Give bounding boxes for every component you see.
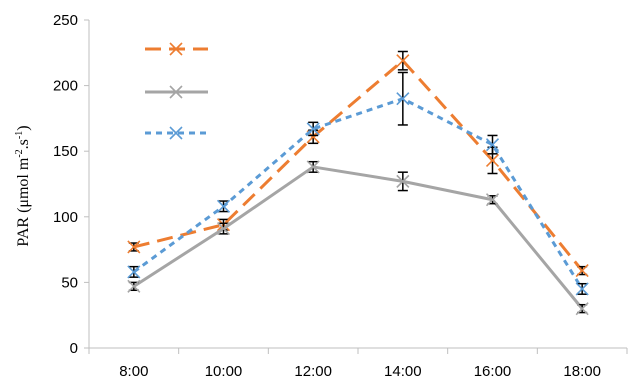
x-tick-label: 10:00 [205,363,243,379]
series-2-point [216,222,231,236]
series-3-point [127,265,141,279]
y-tick-label: 200 [53,78,78,95]
y-axis: 0 50 100 150 200 250 [53,12,90,357]
x-tick-label: 8:00 [119,363,148,379]
x-axis: 8:00 10:00 12:00 14:00 16:00 18:00 [88,347,628,379]
series-1-line [133,59,584,272]
legend-entry-2 [145,85,208,99]
series-1-point [396,54,410,68]
legend-entry-3 [145,126,208,140]
series-2 [127,160,589,316]
y-tick-label: 250 [53,12,78,29]
legend-swatch-marker [169,85,183,99]
x-tick-label: 12:00 [294,363,332,379]
legend-entry-1 [145,42,208,56]
y-tick-label: 0 [70,340,78,357]
series-3-point [575,282,589,296]
series-3-point [216,199,231,213]
series-1 [127,50,589,278]
x-tick-label: 18:00 [563,363,601,379]
y-tick-label: 50 [61,274,78,291]
y-tick-label: 100 [53,209,78,226]
series-2-line [133,165,584,310]
series-2-point [127,279,141,293]
series-2-point [306,160,320,174]
y-axis-title: PAR (μmol m-2.s-1) [14,125,32,246]
series-1-point [575,264,589,278]
series-1-point [127,240,141,254]
legend-swatch-marker [169,126,183,140]
series-2-point [396,174,410,188]
legend [145,42,208,140]
series-3-line [132,97,584,290]
series-3-point [485,138,500,152]
series-1-point [485,153,500,167]
series-3-point [396,92,410,106]
series-3-point [306,122,320,136]
series-layer [127,50,589,316]
x-tick-label: 16:00 [474,363,512,379]
series-2-point [575,302,589,316]
y-axis-title-exp2: -1 [14,131,25,139]
y-axis-title-exp1: -2 [14,149,25,157]
y-axis-title-mid: .s [15,139,32,149]
legend-swatch-marker [169,42,183,56]
series-2-point [485,193,500,207]
x-tick-label: 14:00 [384,363,422,379]
y-axis-title-prefix: PAR (μmol m [15,157,32,246]
series-3 [127,71,589,296]
y-tick-label: 150 [53,143,78,160]
y-axis-title-suffix: ) [15,125,32,130]
